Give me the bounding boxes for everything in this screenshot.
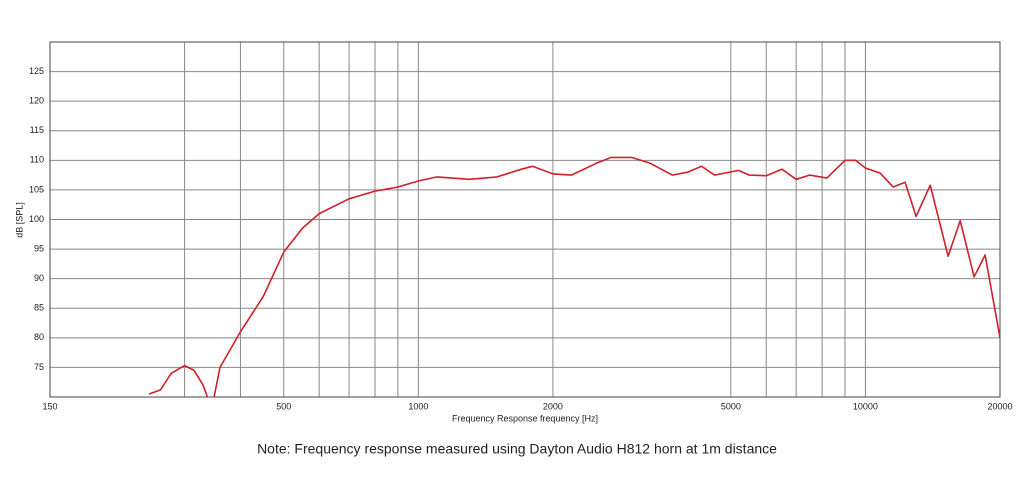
y-tick-label: 110 — [30, 155, 44, 165]
y-tick-label: 120 — [29, 96, 44, 106]
x-tick-label: 20000 — [987, 401, 1012, 411]
y-tick-label: 75 — [34, 362, 44, 372]
x-tick-label: 150 — [42, 401, 57, 411]
y-tick-label: 90 — [34, 273, 44, 283]
y-tick-label: 105 — [29, 184, 44, 194]
x-axis-label: Frequency Response frequency [Hz] — [452, 413, 598, 423]
x-tick-label: 500 — [276, 401, 291, 411]
y-tick-label: 100 — [29, 214, 44, 224]
x-tick-label: 5000 — [721, 401, 741, 411]
plot-frame — [49, 41, 1001, 398]
x-tick-label: 2000 — [543, 401, 563, 411]
y-tick-label: 80 — [34, 332, 44, 342]
x-tick-label: 10000 — [853, 401, 878, 411]
y-axis-label: dB [SPL] — [14, 202, 24, 238]
y-tick-label: 125 — [29, 66, 44, 76]
y-tick-label: 115 — [30, 125, 44, 135]
y-tick-label: 95 — [34, 243, 44, 253]
y-tick-label: 85 — [34, 303, 44, 313]
response-line — [148, 156, 1000, 397]
x-tick-label: 1000 — [408, 401, 428, 411]
note: Note: Frequency response measured using … — [257, 441, 777, 457]
